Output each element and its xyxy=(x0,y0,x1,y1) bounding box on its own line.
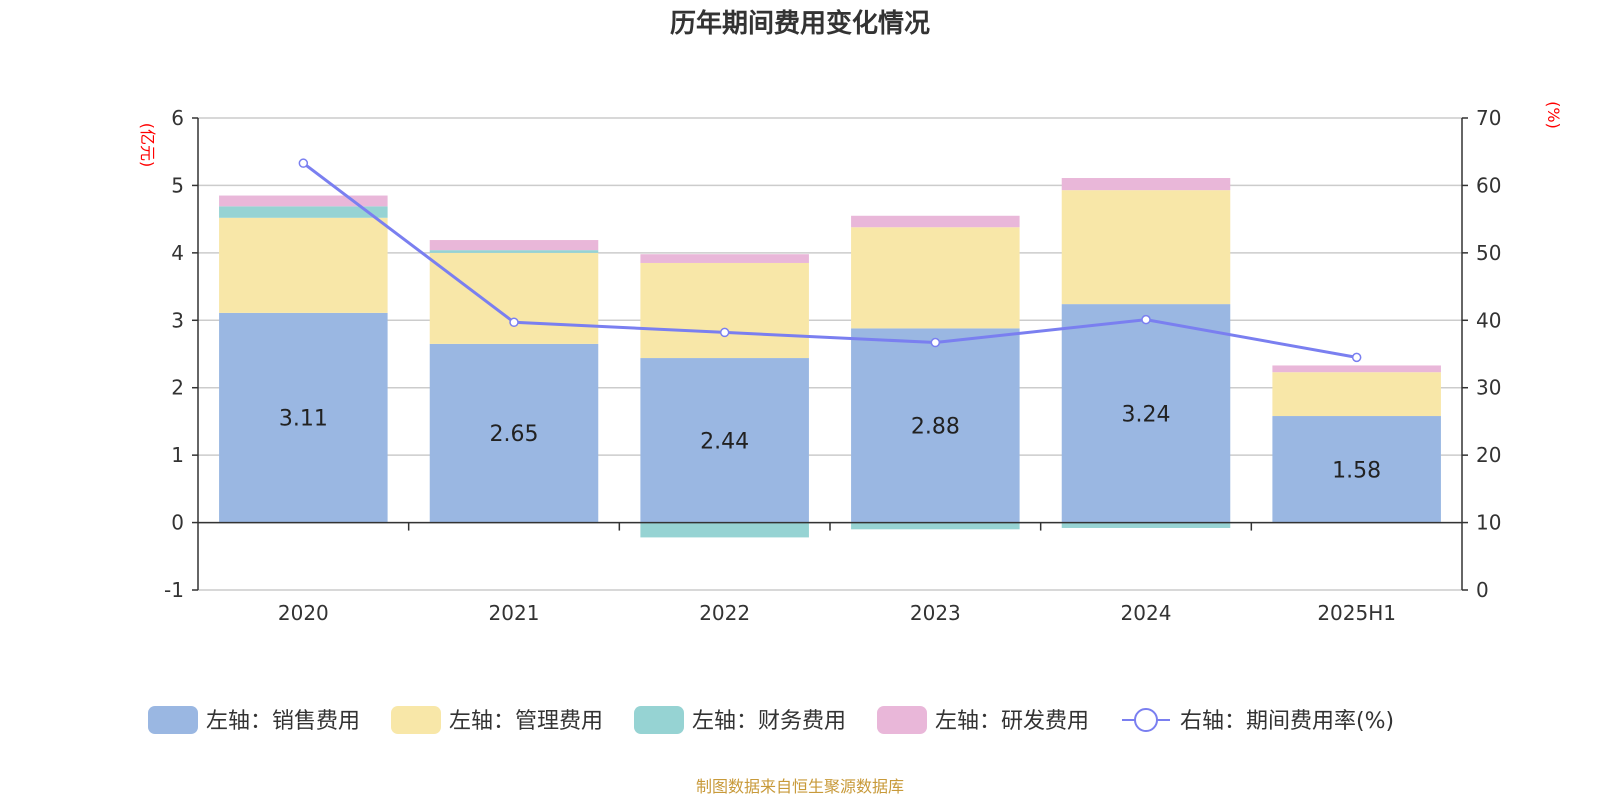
left-axis-unit: (亿元) xyxy=(138,123,157,168)
category-label: 2024 xyxy=(1121,601,1172,625)
bar-segment xyxy=(429,250,599,253)
bar-segment xyxy=(1272,365,1441,373)
bar-segment xyxy=(219,312,388,523)
bar-segment xyxy=(1272,416,1441,523)
bar-segment xyxy=(640,254,809,263)
line-point xyxy=(1141,314,1151,325)
category-label: 2020 xyxy=(278,601,329,625)
bar-value-label: 2.88 xyxy=(911,414,960,439)
bar-segment xyxy=(1061,190,1231,305)
right-tick-label: 60 xyxy=(1476,173,1501,197)
category-label: 2023 xyxy=(910,601,961,625)
legend-label: 左轴：管理费用 xyxy=(449,709,603,734)
right-tick-label: 0 xyxy=(1476,578,1489,602)
bar-value-label: 2.65 xyxy=(490,422,539,447)
category-label: 2022 xyxy=(699,601,750,625)
legend: 左轴：销售费用 左轴：管理费用 左轴：财务费用 左轴：研发费用 右轴：期间费用率(%) xyxy=(148,706,1394,734)
right-tick-label: 70 xyxy=(1476,106,1501,130)
bar-segment xyxy=(429,240,599,251)
bar-segment xyxy=(429,252,599,344)
legend-swatch xyxy=(877,706,927,734)
right-tick-label: 10 xyxy=(1476,511,1501,535)
legend-swatch xyxy=(391,706,441,734)
line-point xyxy=(1351,352,1362,363)
bar-segment xyxy=(1061,178,1231,191)
legend-label: 右轴：期间费用率(%) xyxy=(1180,709,1394,734)
bar-segment xyxy=(851,328,1020,523)
source-note: 制图数据来自恒生聚源数据库 xyxy=(696,777,904,796)
bar-segment xyxy=(851,215,1020,228)
bars xyxy=(219,178,1441,538)
chart-title: 历年期间费用变化情况 xyxy=(670,8,930,39)
bar-segment xyxy=(429,343,599,523)
bar-segment xyxy=(1061,522,1231,528)
bar-segment xyxy=(219,195,388,207)
left-tick-label: -1 xyxy=(164,578,184,602)
right-axis-unit: (%) xyxy=(1544,101,1563,129)
legend-label: 左轴：财务费用 xyxy=(692,709,846,734)
left-tick-label: 4 xyxy=(171,241,184,265)
bar-segment xyxy=(640,522,809,538)
left-tick-label: 1 xyxy=(171,443,184,467)
line-point xyxy=(719,327,730,338)
right-tick-label: 30 xyxy=(1476,376,1501,400)
bar-segment xyxy=(1061,304,1231,523)
line-point xyxy=(930,337,941,348)
left-tick-label: 0 xyxy=(171,511,184,535)
line-point xyxy=(298,158,309,168)
bar-segment xyxy=(1272,372,1441,417)
legend-swatch xyxy=(148,706,198,734)
legend-marker xyxy=(1134,708,1158,732)
legend-swatch xyxy=(634,706,684,734)
legend-label: 左轴：销售费用 xyxy=(206,709,360,734)
left-tick-label: 3 xyxy=(171,308,184,332)
bar-segment xyxy=(219,217,388,313)
right-tick-label: 40 xyxy=(1476,308,1501,332)
left-tick-label: 6 xyxy=(171,106,184,130)
bar-segment xyxy=(640,262,809,359)
category-label: 2021 xyxy=(489,601,540,625)
right-tick-label: 50 xyxy=(1476,241,1501,265)
category-label: 2025H1 xyxy=(1317,601,1396,625)
bar-value-label: 3.11 xyxy=(279,407,328,432)
bar-segment xyxy=(219,206,388,218)
bar-segment xyxy=(640,358,809,523)
data-labels: 3.11 2.65 2.44 2.88 3.24 1.58 xyxy=(279,402,1381,483)
line-path xyxy=(302,161,1357,359)
bar-segment xyxy=(851,522,1020,530)
bar-segment xyxy=(851,227,1020,329)
bar-value-label: 2.44 xyxy=(700,429,749,454)
bar-value-label: 3.24 xyxy=(1122,402,1171,427)
right-tick-label: 20 xyxy=(1476,443,1501,467)
line-series xyxy=(298,158,1362,363)
line-point xyxy=(509,317,519,328)
left-tick-label: 2 xyxy=(171,376,184,400)
legend-label: 左轴：研发费用 xyxy=(935,709,1089,734)
bar-value-label: 1.58 xyxy=(1332,458,1381,483)
left-tick-label: 5 xyxy=(171,173,184,197)
